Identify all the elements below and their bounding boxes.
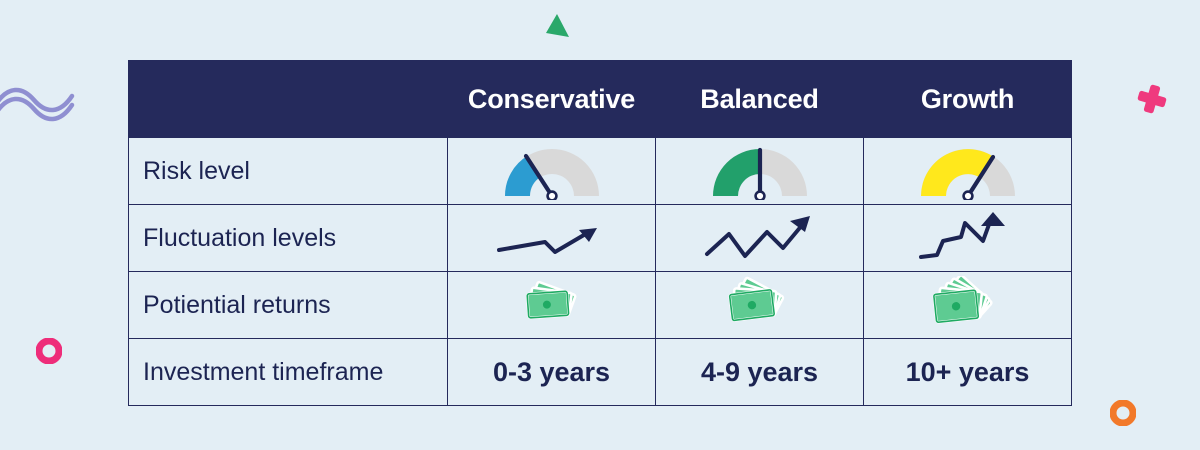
cell-risk-conservative <box>447 137 656 205</box>
risk-profile-comparison-table: Conservative Balanced Growth Risk level <box>128 60 1072 406</box>
cell-returns-growth <box>863 271 1072 339</box>
table-header: Conservative Balanced Growth <box>128 60 1072 138</box>
column-header-conservative: Conservative <box>447 60 656 138</box>
money-fan-medium-icon <box>727 276 784 322</box>
table-row-risk-level: Risk level <box>128 137 1072 205</box>
cell-risk-balanced <box>655 137 864 205</box>
header-row: Conservative Balanced Growth <box>128 60 1072 138</box>
cell-timeframe-growth: 10+ years <box>863 338 1072 406</box>
gauge-medium-icon <box>712 147 807 200</box>
trend-steep-zigzag-arrow-icon <box>918 212 1005 259</box>
row-label-risk-level: Risk level <box>128 137 448 205</box>
cross-sparkle-icon <box>1137 84 1167 114</box>
ring-orange-icon <box>1110 400 1136 426</box>
cell-fluctuation-growth <box>863 204 1072 272</box>
money-fan-small-icon <box>525 280 576 320</box>
table-body: Risk level <box>128 137 1072 406</box>
row-label-potiential-returns: Potiential returns <box>128 271 448 339</box>
trend-zigzag-arrow-icon <box>704 216 810 258</box>
header-corner-cell <box>128 60 448 138</box>
table-row-investment-timeframe: Investment timeframe 0-3 years 4-9 years… <box>128 338 1072 406</box>
money-fan-large-icon <box>932 276 993 324</box>
gauge-low-icon <box>504 149 599 200</box>
cell-returns-conservative <box>447 271 656 339</box>
wave-squiggle-icon <box>0 87 75 122</box>
cell-timeframe-conservative: 0-3 years <box>447 338 656 406</box>
cell-timeframe-balanced: 4-9 years <box>655 338 864 406</box>
ring-pink-icon <box>36 338 62 364</box>
gauge-high-icon <box>920 149 1015 200</box>
row-label-investment-timeframe: Investment timeframe <box>128 338 448 406</box>
row-label-fluctuation-levels: Fluctuation levels <box>128 204 448 272</box>
cell-returns-balanced <box>655 271 864 339</box>
cell-risk-growth <box>863 137 1072 205</box>
table-row-fluctuation-levels: Fluctuation levels <box>128 204 1072 272</box>
trend-flat-arrow-icon <box>496 228 597 254</box>
cell-fluctuation-conservative <box>447 204 656 272</box>
table-row-potiential-returns: Potiential returns <box>128 271 1072 339</box>
cell-fluctuation-balanced <box>655 204 864 272</box>
triangle-icon <box>546 14 569 37</box>
column-header-balanced: Balanced <box>655 60 864 138</box>
column-header-growth: Growth <box>863 60 1072 138</box>
